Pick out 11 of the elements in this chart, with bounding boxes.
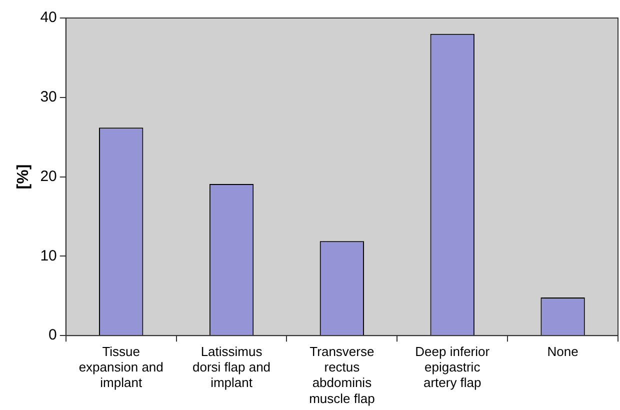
y-tick-label: 40	[40, 9, 57, 26]
y-axis-title: [%]	[15, 164, 32, 190]
x-tick-label: Deep inferior epigastric artery flap	[415, 344, 490, 390]
x-tick-label: Latissimus dorsi flap and implant	[192, 344, 271, 390]
y-tick-label: 30	[40, 88, 57, 106]
y-tick-label: 20	[40, 168, 57, 185]
y-tick-label: 10	[40, 247, 57, 264]
x-tick-label: Transverse rectus abdominis muscle flap	[309, 344, 375, 406]
x-tick-label: Tissue expansion and implant	[78, 344, 164, 390]
x-tick-label: None	[547, 344, 578, 359]
y-tick-label: 0	[48, 326, 57, 344]
